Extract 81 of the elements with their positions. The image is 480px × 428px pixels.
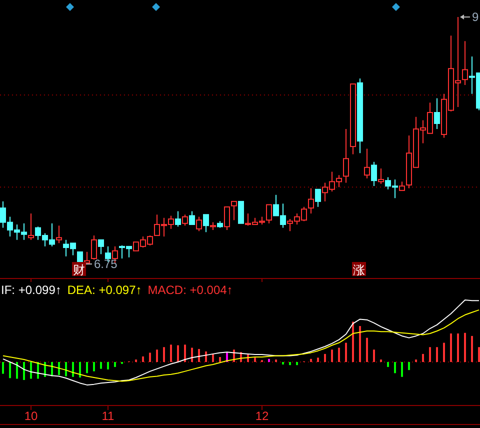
bar (429, 347, 431, 362)
candlestick (224, 206, 230, 230)
bar (156, 350, 158, 362)
candlestick (28, 213, 34, 240)
candlestick (182, 214, 188, 226)
candlestick (189, 210, 195, 225)
text: DEA: +0.097↑ (67, 283, 142, 297)
candlestick (371, 161, 377, 187)
bar (198, 348, 200, 362)
bar (268, 358, 270, 362)
bar (114, 362, 116, 367)
candlestick (364, 148, 370, 179)
candlestick (378, 168, 384, 184)
bar (324, 354, 326, 362)
bar (345, 342, 347, 362)
candlestick (203, 214, 209, 233)
bar (394, 362, 396, 374)
bar (79, 362, 81, 378)
bar (9, 362, 11, 378)
bar (289, 362, 291, 366)
bar (338, 348, 340, 362)
bar (191, 348, 193, 362)
candlestick (462, 40, 468, 86)
text: IF: +0.099↑ (1, 283, 62, 297)
candlestick (98, 239, 104, 255)
bar (471, 336, 473, 362)
bar (107, 362, 109, 370)
bar (177, 345, 179, 362)
x-tick-label: 10 (24, 409, 38, 423)
bar (450, 333, 452, 362)
bar (184, 344, 186, 362)
candlestick (266, 204, 272, 224)
bar (142, 356, 144, 362)
bar (93, 362, 95, 372)
candlestick (238, 200, 244, 224)
bar (170, 344, 172, 362)
bar (443, 342, 445, 362)
candlestick (434, 98, 440, 130)
bar (422, 354, 424, 362)
bar (436, 347, 438, 362)
text: MACD: +0.004↑ (148, 283, 233, 297)
bar (408, 362, 410, 370)
bar (72, 362, 74, 377)
bar (16, 362, 18, 379)
bar (2, 362, 4, 374)
bar (352, 322, 354, 362)
bar (310, 358, 312, 362)
bar (149, 352, 151, 362)
bar (23, 362, 25, 380)
bar (296, 362, 298, 366)
annotation: 6.75 (94, 257, 118, 271)
bar (359, 326, 361, 362)
candlestick (343, 128, 349, 184)
bar (254, 358, 256, 362)
candlestick (175, 210, 181, 228)
bar (401, 362, 403, 377)
candlestick (231, 200, 237, 221)
bar (65, 362, 67, 376)
bar (457, 333, 459, 362)
bar (30, 362, 32, 379)
candlestick (315, 188, 321, 208)
bar (331, 350, 333, 362)
bar (373, 350, 375, 362)
candlestick (56, 225, 62, 244)
candlestick (196, 216, 202, 232)
bar (219, 357, 221, 362)
bar (86, 362, 88, 374)
bar (478, 347, 480, 362)
bar (163, 347, 165, 362)
bar (387, 362, 389, 367)
x-tick-label: 12 (255, 409, 269, 423)
bar (205, 351, 207, 362)
x-tick-label: 11 (102, 409, 115, 423)
bar (100, 362, 102, 369)
candlestick (308, 188, 314, 214)
candlestick (91, 234, 97, 260)
bar (212, 354, 214, 362)
bar (317, 358, 319, 362)
annotation: 9 (472, 10, 479, 24)
bar (366, 338, 368, 362)
bar (464, 332, 466, 362)
